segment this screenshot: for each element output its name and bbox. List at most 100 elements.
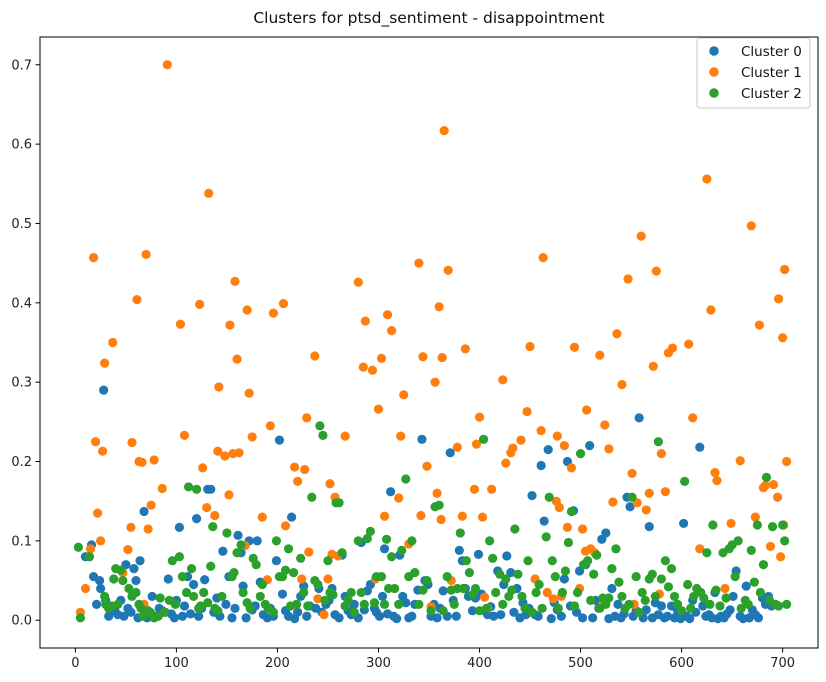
data-point — [394, 599, 404, 609]
data-point — [109, 574, 119, 584]
plot-frame — [39, 36, 819, 649]
data-point — [685, 614, 695, 624]
data-point — [222, 528, 232, 538]
data-point — [200, 575, 210, 585]
data-point — [118, 575, 128, 586]
data-point — [414, 599, 424, 609]
data-point — [358, 362, 368, 372]
data-point — [773, 601, 784, 611]
data-point — [210, 510, 220, 521]
data-point — [123, 545, 133, 555]
data-point — [179, 430, 190, 440]
data-point — [644, 488, 654, 498]
data-point — [359, 599, 369, 609]
data-point — [439, 126, 449, 136]
data-point — [417, 434, 427, 444]
data-point — [442, 571, 452, 582]
data-point — [392, 614, 402, 624]
data-point — [214, 382, 224, 392]
data-point — [399, 390, 409, 400]
data-point — [501, 458, 511, 468]
data-point — [181, 587, 192, 598]
data-point — [746, 221, 756, 231]
data-point — [637, 587, 647, 598]
data-point — [516, 435, 526, 445]
data-point — [741, 581, 751, 591]
y-tick-label: 0.4 — [11, 296, 32, 311]
data-point — [204, 188, 214, 198]
data-point — [498, 599, 508, 609]
data-point — [627, 468, 637, 479]
data-point — [589, 569, 599, 579]
data-point — [334, 613, 344, 623]
data-point — [75, 613, 86, 623]
data-point — [373, 404, 384, 414]
data-point — [401, 474, 411, 484]
data-point — [188, 579, 199, 590]
data-point — [612, 329, 622, 339]
data-point — [242, 305, 252, 315]
data-point — [699, 593, 709, 603]
data-point — [557, 587, 567, 598]
data-point — [577, 613, 588, 623]
data-point — [299, 587, 309, 598]
data-point — [684, 339, 694, 349]
data-point — [527, 491, 537, 501]
data-point — [669, 591, 680, 602]
data-point — [302, 611, 312, 621]
data-point — [84, 552, 95, 562]
data-point — [761, 472, 772, 482]
data-point — [247, 432, 257, 442]
data-point — [634, 607, 644, 617]
data-point — [174, 552, 185, 562]
data-point — [706, 305, 716, 315]
data-point — [194, 611, 204, 621]
x-tick-label: 0 — [71, 656, 79, 671]
data-point — [302, 413, 312, 423]
data-point — [369, 598, 380, 608]
data-point — [430, 377, 440, 387]
data-point — [437, 352, 447, 363]
data-point — [320, 595, 330, 605]
data-point — [746, 545, 756, 556]
data-point — [559, 574, 569, 584]
data-point — [313, 579, 323, 590]
data-point — [323, 556, 333, 566]
data-point — [755, 587, 766, 598]
data-point — [234, 448, 244, 458]
data-point — [407, 611, 417, 621]
data-point — [426, 606, 436, 616]
data-point — [624, 599, 634, 609]
data-point — [303, 601, 313, 611]
data-point — [458, 583, 468, 594]
data-point — [379, 511, 390, 521]
data-point — [656, 574, 666, 584]
data-point — [498, 375, 508, 385]
data-point — [95, 575, 105, 586]
data-point — [167, 556, 177, 566]
data-point — [206, 484, 216, 494]
data-point — [185, 609, 196, 619]
data-point — [487, 484, 497, 494]
data-point — [126, 522, 136, 532]
data-point — [760, 480, 771, 490]
data-point — [170, 599, 180, 609]
data-point — [346, 587, 356, 598]
data-point — [641, 605, 651, 615]
data-point — [230, 603, 240, 613]
data-point — [461, 556, 471, 566]
data-point — [283, 544, 294, 554]
data-point — [353, 536, 363, 546]
data-point — [457, 511, 467, 521]
x-tick-label: 500 — [568, 656, 593, 671]
data-point — [422, 461, 432, 471]
y-tick-label: 0.7 — [11, 58, 32, 73]
data-point — [695, 544, 705, 554]
data-point — [349, 607, 359, 617]
data-point — [434, 500, 444, 510]
data-point — [192, 484, 202, 494]
data-point — [454, 545, 464, 556]
data-point — [119, 611, 129, 621]
data-point — [96, 536, 106, 546]
x-axis: 0 100 200 300 400 500 600 700 — [71, 648, 795, 671]
